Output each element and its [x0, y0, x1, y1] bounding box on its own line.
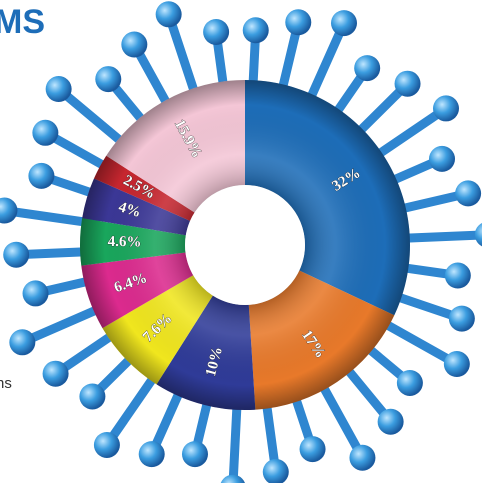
spike-stem — [390, 230, 482, 244]
spike-head — [93, 431, 120, 458]
value-label: 4% — [117, 199, 143, 221]
spike-head — [455, 180, 482, 207]
spike-head — [396, 369, 423, 396]
spike-head — [181, 441, 208, 468]
spike-head — [32, 119, 59, 146]
spike-head — [155, 1, 182, 28]
spike-head — [42, 360, 69, 387]
spike-head — [349, 444, 376, 471]
spike-head — [262, 458, 289, 483]
spike-head — [448, 305, 475, 332]
hole — [185, 185, 305, 305]
spike-head — [220, 474, 245, 483]
spike-head — [394, 70, 421, 97]
spike-head — [377, 408, 404, 435]
spike-head — [299, 436, 326, 463]
spike-head — [45, 76, 72, 103]
spike-head — [330, 10, 357, 37]
spike-head — [28, 162, 55, 189]
spike-head — [79, 383, 106, 410]
spike-head — [432, 95, 459, 122]
spike-head — [474, 223, 482, 247]
spike-head — [95, 66, 122, 93]
value-label: 4.6% — [108, 234, 142, 251]
spike-head — [22, 280, 49, 307]
spike-head — [354, 55, 381, 82]
spike-head — [138, 441, 165, 468]
spike-head — [443, 351, 470, 378]
spike-head — [9, 329, 36, 356]
spike-head — [285, 9, 312, 36]
spike-head — [242, 17, 269, 44]
annotation: ns — [0, 375, 12, 392]
spike-head — [3, 241, 30, 268]
title: MS — [0, 3, 45, 41]
spike-head — [444, 262, 471, 289]
value-label: 10% — [203, 345, 226, 378]
spike-head — [0, 197, 18, 224]
spike-stem — [228, 390, 243, 483]
spike-head — [429, 145, 456, 172]
spike-head — [203, 18, 230, 45]
spike-head — [121, 31, 148, 58]
donut: 32%17%10%7.6%6.4%4.6%4%2.5%15.9% — [79, 80, 410, 410]
